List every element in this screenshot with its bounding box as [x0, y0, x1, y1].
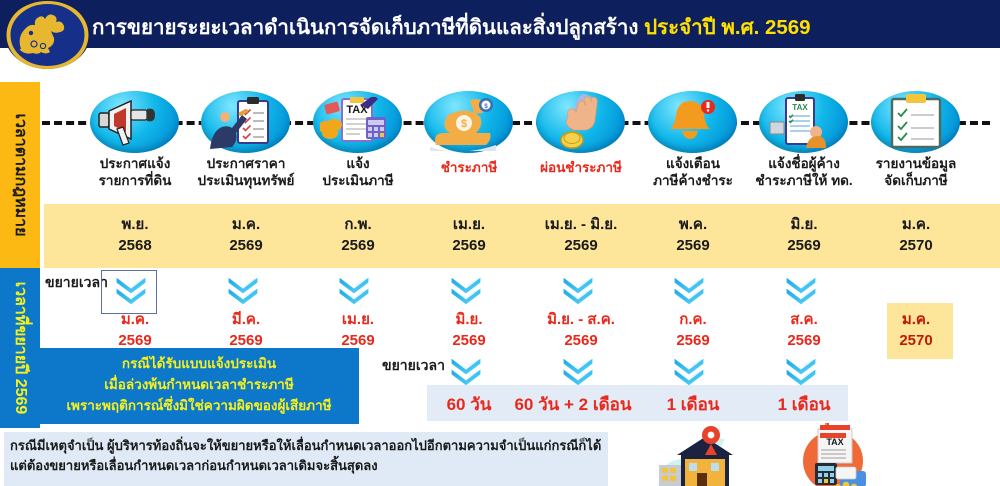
svg-text:$: $: [461, 118, 467, 130]
svg-text:TAX: TAX: [792, 103, 808, 112]
svg-text:TAX: TAX: [826, 437, 843, 447]
